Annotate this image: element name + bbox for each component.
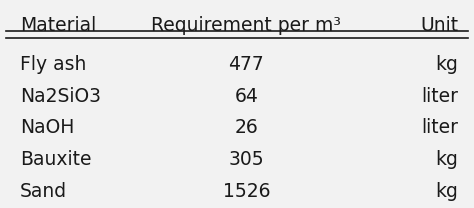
Text: Bauxite: Bauxite	[20, 150, 92, 169]
Text: NaOH: NaOH	[20, 118, 74, 137]
Text: 1526: 1526	[223, 182, 270, 201]
Text: Fly ash: Fly ash	[20, 55, 87, 74]
Text: 26: 26	[235, 118, 258, 137]
Text: Unit: Unit	[420, 16, 458, 35]
Text: Na2SiO3: Na2SiO3	[20, 87, 101, 105]
Text: 477: 477	[228, 55, 264, 74]
Text: Requirement per m³: Requirement per m³	[151, 16, 341, 35]
Text: 64: 64	[235, 87, 258, 105]
Text: Sand: Sand	[20, 182, 67, 201]
Text: liter: liter	[421, 118, 458, 137]
Text: kg: kg	[436, 182, 458, 201]
Text: kg: kg	[436, 150, 458, 169]
Text: 305: 305	[228, 150, 264, 169]
Text: Material: Material	[20, 16, 97, 35]
Text: kg: kg	[436, 55, 458, 74]
Text: liter: liter	[421, 87, 458, 105]
